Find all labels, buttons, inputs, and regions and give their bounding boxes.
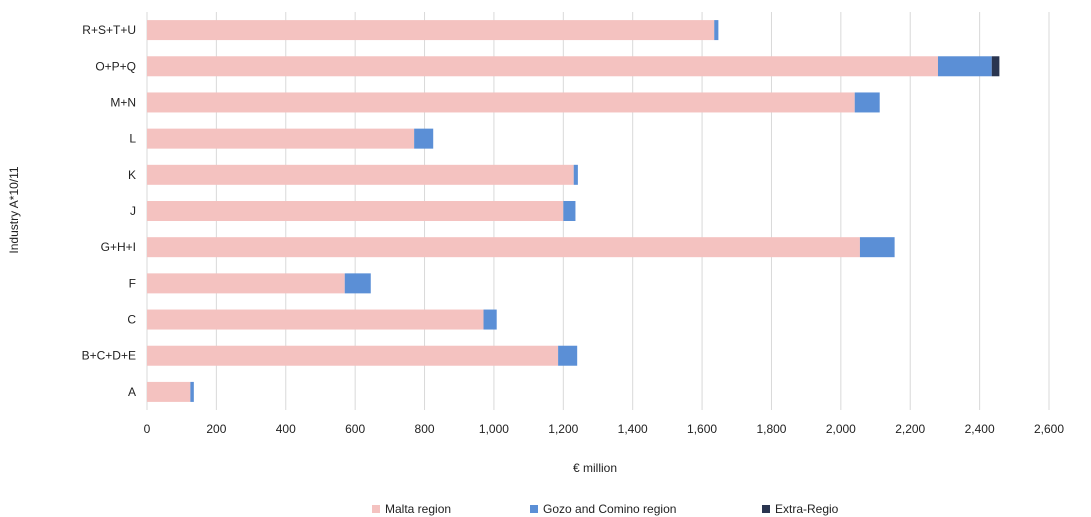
bar-segment <box>937 56 992 77</box>
y-tick-label: R+S+T+U <box>82 23 136 37</box>
y-tick-label: A <box>128 385 136 399</box>
bar-segment <box>147 273 345 294</box>
y-tick-label: O+P+Q <box>95 59 136 73</box>
y-tick-label: M+N <box>110 95 136 109</box>
x-axis-title: € million <box>573 461 617 475</box>
legend-swatch <box>530 505 538 513</box>
x-tick-label: 2,600 <box>1034 422 1064 436</box>
bar-segment <box>147 309 484 330</box>
bar-segment <box>147 92 855 113</box>
bar-segment <box>563 201 576 221</box>
x-tick-label: 1,400 <box>618 422 648 436</box>
x-tick-label: 0 <box>144 422 151 436</box>
x-tick-label: 1,200 <box>548 422 578 436</box>
x-tick-label: 200 <box>206 422 226 436</box>
bar-segment <box>558 345 578 366</box>
y-tick-label: L <box>129 132 136 146</box>
bar-segment <box>859 237 895 258</box>
x-tick-label: 800 <box>415 422 435 436</box>
bar-segment <box>483 309 497 330</box>
legend-swatch <box>372 505 380 513</box>
bar-segment <box>991 56 1000 77</box>
x-tick-label: 1,000 <box>479 422 509 436</box>
x-tick-labels: 0 200 400 600 800 1,000 1,200 1,400 1,600 1,800 2,… <box>144 422 1065 436</box>
y-tick-label: K <box>128 168 136 182</box>
bar-segment <box>147 345 559 366</box>
bar-segment <box>147 20 715 41</box>
bar-segment <box>573 164 578 185</box>
bar-segment <box>854 92 880 113</box>
bar-segment <box>147 164 574 185</box>
legend-label: Malta region <box>385 502 451 516</box>
y-tick-label: F <box>129 276 136 290</box>
x-tick-label: 1,800 <box>756 422 786 436</box>
y-tick-labels: R+S+T+U O+P+Q M+N L K J G+H+I F C B+C+D+E A <box>82 23 137 399</box>
bars <box>147 20 1000 402</box>
bar-segment <box>414 128 434 149</box>
y-tick-label: J <box>130 204 136 218</box>
y-tick-label: B+C+D+E <box>82 349 136 363</box>
y-axis-title: Industry A*10/11 <box>7 166 21 253</box>
x-tick-label: 2,200 <box>895 422 925 436</box>
legend-swatch <box>762 505 770 513</box>
bar-segment <box>147 381 191 402</box>
bar-segment <box>147 201 564 221</box>
y-tick-label: C <box>127 313 136 327</box>
x-tick-label: 600 <box>345 422 365 436</box>
legend: Malta region Gozo and Comino region Extra-… <box>372 502 839 516</box>
x-tick-label: 1,600 <box>687 422 717 436</box>
x-tick-label: 400 <box>276 422 296 436</box>
bar-segment <box>190 381 194 402</box>
legend-label: Gozo and Comino region <box>543 502 676 516</box>
bar-segment <box>147 237 860 258</box>
bar-segment <box>714 20 719 41</box>
bar-segment <box>147 56 938 77</box>
legend-label: Extra-Regio <box>775 502 839 516</box>
bar-segment <box>344 273 371 294</box>
x-tick-label: 2,400 <box>965 422 995 436</box>
x-tick-label: 2,000 <box>826 422 856 436</box>
y-tick-label: G+H+I <box>101 240 136 254</box>
bar-segment <box>147 128 415 149</box>
